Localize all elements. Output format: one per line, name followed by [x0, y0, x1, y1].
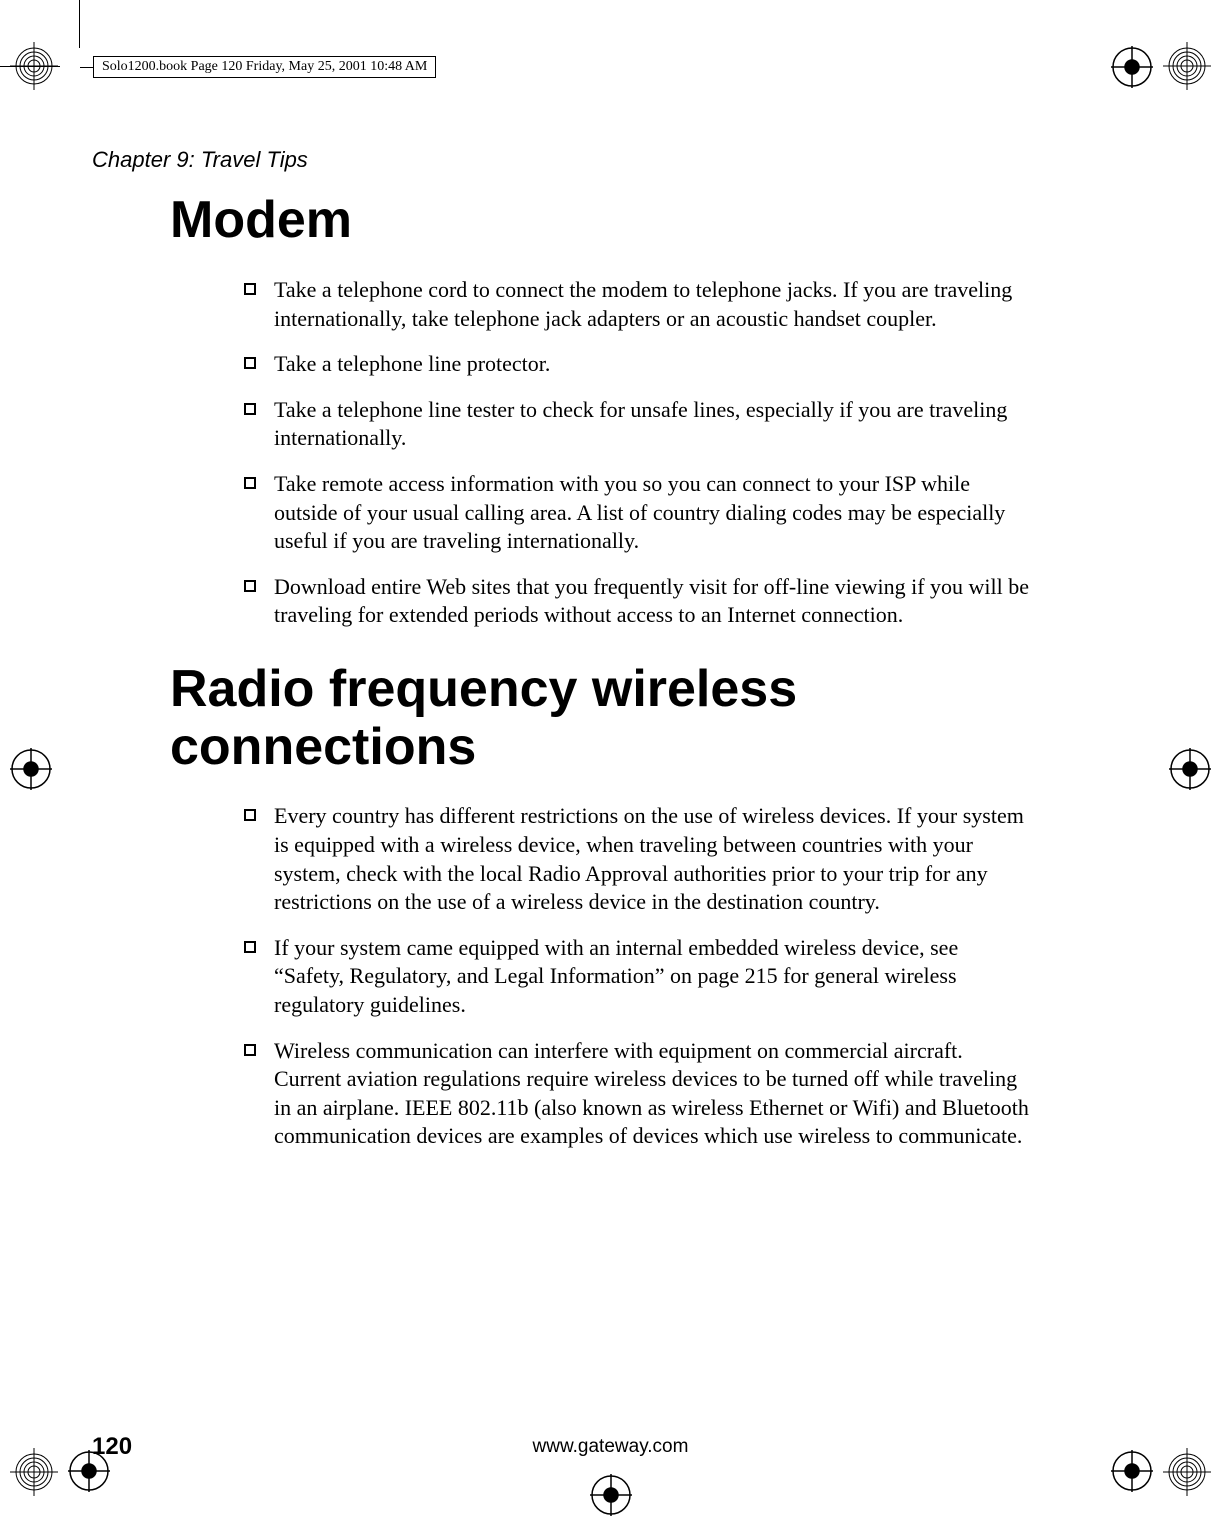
list-item: Every country has different restrictions… — [274, 802, 1030, 916]
content-area: Modem Take a telephone cord to connect t… — [170, 190, 1030, 1168]
list-item-text: Take a telephone line protector. — [274, 351, 550, 376]
page-number: 120 — [92, 1433, 132, 1461]
target-mark-icon — [1169, 748, 1211, 790]
list-item: Take a telephone cord to connect the mod… — [274, 276, 1030, 333]
target-mark-icon — [590, 1474, 632, 1516]
list-item-text: Take a telephone cord to connect the mod… — [274, 277, 1012, 331]
target-mark-icon — [10, 748, 52, 790]
section-heading-modem: Modem — [170, 190, 1030, 250]
list-item-text: Take remote access information with you … — [274, 471, 1005, 553]
print-header-tag: Solo1200.book Page 120 Friday, May 25, 2… — [93, 56, 436, 78]
page-container: Solo1200.book Page 120 Friday, May 25, 2… — [0, 0, 1221, 1538]
list-item: If your system came equipped with an int… — [274, 934, 1030, 1020]
bullet-square-icon — [244, 1044, 256, 1056]
rf-bullet-list: Every country has different restrictions… — [170, 802, 1030, 1151]
target-mark-icon — [1111, 46, 1153, 88]
bullet-square-icon — [244, 403, 256, 415]
chapter-heading: Chapter 9: Travel Tips — [92, 147, 308, 173]
bullet-square-icon — [244, 580, 256, 592]
list-item-text: If your system came equipped with an int… — [274, 935, 958, 1017]
bullet-square-icon — [244, 357, 256, 369]
section-heading-rf: Radio frequency wireless connections — [170, 660, 1030, 776]
bullet-square-icon — [244, 809, 256, 821]
bullet-square-icon — [244, 283, 256, 295]
crop-mark-icon — [79, 0, 80, 48]
print-header-text: Solo1200.book Page 120 Friday, May 25, 2… — [102, 59, 427, 74]
list-item: Take a telephone line protector. — [274, 350, 1030, 379]
list-item: Download entire Web sites that you frequ… — [274, 573, 1030, 630]
list-item: Take remote access information with you … — [274, 470, 1030, 556]
list-item-text: Wireless communication can interfere wit… — [274, 1038, 1029, 1149]
registration-mark-icon — [1163, 42, 1211, 90]
list-item-text: Every country has different restrictions… — [274, 803, 1024, 914]
bullet-square-icon — [244, 477, 256, 489]
modem-bullet-list: Take a telephone cord to connect the mod… — [170, 276, 1030, 630]
list-item: Wireless communication can interfere wit… — [274, 1037, 1030, 1151]
footer-url: www.gateway.com — [533, 1436, 689, 1458]
list-item: Take a telephone line tester to check fo… — [274, 396, 1030, 453]
crop-mark-icon — [0, 66, 60, 67]
list-item-text: Take a telephone line tester to check fo… — [274, 397, 1007, 451]
tag-connector-line-icon — [80, 67, 94, 68]
bullet-square-icon — [244, 941, 256, 953]
list-item-text: Download entire Web sites that you frequ… — [274, 574, 1029, 628]
target-mark-icon — [1111, 1450, 1153, 1492]
registration-mark-icon — [10, 1448, 58, 1496]
registration-mark-icon — [1163, 1448, 1211, 1496]
